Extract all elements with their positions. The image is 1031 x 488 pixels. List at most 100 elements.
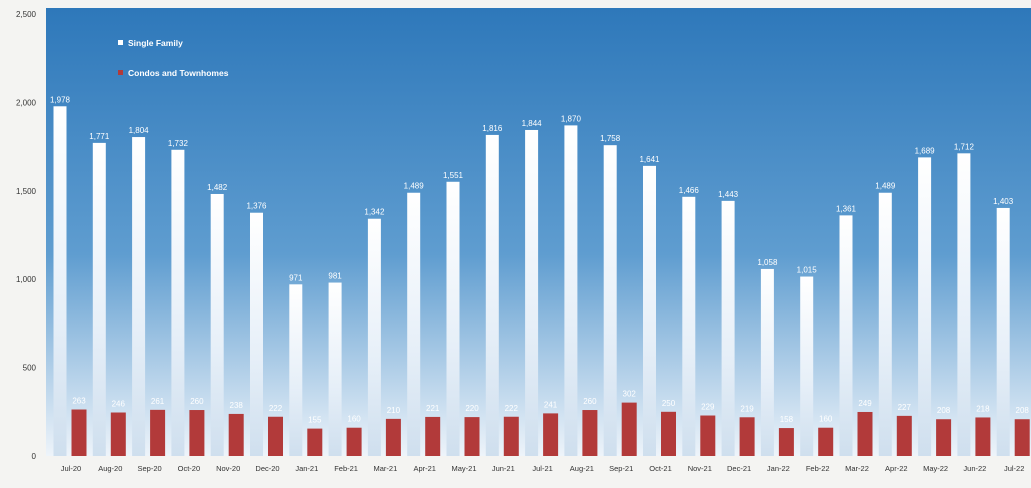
data-label-single-family: 1,443 [718,190,739,199]
x-tick-label: Dec-20 [255,464,279,473]
data-label-single-family: 981 [328,272,342,281]
x-tick-label: Nov-21 [688,464,712,473]
bar-condos-townhomes [385,418,401,456]
data-label-condos-townhomes: 246 [112,400,126,409]
legend-swatch-single-family [118,40,123,45]
bar-condos-townhomes [818,427,834,456]
bar-condos-townhomes [503,416,519,456]
y-tick-label: 0 [32,452,37,461]
bar-single-family [289,284,303,456]
y-tick-label: 1,500 [16,187,37,196]
bar-condos-townhomes [700,415,716,456]
x-tick-label: Oct-20 [178,464,201,473]
bar-condos-townhomes [150,409,166,456]
series-condos-townhomes [71,402,1030,456]
data-label-condos-townhomes: 210 [387,406,401,415]
data-label-condos-townhomes: 302 [623,390,637,399]
bar-single-family [996,207,1010,456]
bar-condos-townhomes [228,413,244,456]
data-label-single-family: 1,641 [639,155,660,164]
bar-single-family [603,145,617,456]
x-tick-label: Oct-21 [649,464,672,473]
data-label-condos-townhomes: 238 [230,401,244,410]
data-label-condos-townhomes: 222 [269,404,283,413]
data-label-single-family: 1,489 [875,182,896,191]
bar-single-family [171,149,185,456]
data-label-condos-townhomes: 250 [662,399,676,408]
x-tick-label: Nov-20 [216,464,240,473]
data-label-single-family: 1,361 [836,204,857,213]
bar-condos-townhomes [543,413,559,456]
bar-condos-townhomes [778,428,794,456]
series-single-family [53,106,1010,456]
bar-condos-townhomes [268,416,283,456]
bar-single-family [682,196,696,456]
y-tick-label: 2,500 [16,10,37,19]
bar-single-family [839,215,853,456]
x-tick-label: Sep-21 [609,464,633,473]
y-tick-label: 2,000 [16,98,37,107]
x-axis: Jul-20 Aug-20 Sep-20 Oct-20 Nov-20 Dec-20 Jan-… [61,464,1025,473]
legend: Single Family Condos and Townhomes [118,38,229,78]
bar-condos-townhomes [307,428,323,456]
data-label-single-family: 1,689 [915,146,936,155]
bar-condos-townhomes [621,402,637,456]
legend-label-single-family: Single Family [128,38,183,48]
data-label-condos-townhomes: 208 [937,406,951,415]
x-tick-label: Jun-21 [492,464,515,473]
x-tick-label: Feb-21 [334,464,358,473]
x-tick-label: Jul-20 [61,464,81,473]
data-label-single-family: 1,816 [482,124,503,133]
bar-condos-townhomes [739,417,755,456]
data-label-condos-townhomes: 208 [1016,406,1030,415]
bar-single-family [564,125,578,456]
data-label-condos-townhomes: 263 [72,397,86,406]
bar-single-family [957,153,971,456]
bar-condos-townhomes [857,411,873,456]
data-label-condos-townhomes: 229 [701,403,715,412]
bar-single-family [918,157,932,456]
x-tick-label: Jan-22 [767,464,790,473]
x-tick-label: Mar-21 [374,464,398,473]
x-tick-label: Jun-22 [963,464,986,473]
data-label-single-family: 1,844 [522,119,543,128]
data-label-single-family: 1,978 [50,95,71,104]
x-tick-label: May-21 [451,464,476,473]
data-label-single-family: 971 [289,273,303,282]
data-label-condos-townhomes: 260 [583,397,597,406]
bar-single-family [800,276,814,456]
bar-condos-townhomes [975,417,991,456]
bar-condos-townhomes [896,415,912,456]
data-label-condos-townhomes: 160 [347,415,361,424]
bar-condos-townhomes [464,417,480,456]
x-tick-label: Apr-21 [413,464,436,473]
data-label-single-family: 1,015 [797,266,818,275]
data-label-single-family: 1,758 [600,134,621,143]
y-tick-label: 500 [23,364,37,373]
data-label-single-family: 1,804 [129,126,150,135]
bar-single-family [53,106,67,456]
bar-single-family [92,142,106,456]
bar-condos-townhomes [1014,419,1030,456]
bar-condos-townhomes [936,419,952,456]
plot-area [46,8,1031,456]
data-label-single-family: 1,403 [993,197,1014,206]
data-label-condos-townhomes: 158 [780,415,794,424]
data-label-condos-townhomes: 260 [190,397,204,406]
data-label-single-family: 1,870 [561,114,582,123]
x-tick-label: May-22 [923,464,948,473]
x-tick-label: Dec-21 [727,464,751,473]
x-tick-label: Jul-21 [532,464,552,473]
data-label-single-family: 1,376 [246,202,267,211]
y-tick-label: 1,000 [16,275,37,284]
legend-swatch-condos-townhomes [118,70,123,75]
bar-single-family [328,282,342,456]
data-label-condos-townhomes: 160 [819,415,833,424]
x-tick-label: Aug-20 [98,464,122,473]
bar-single-family [643,165,656,456]
bar-single-family [878,192,892,456]
data-label-condos-townhomes: 221 [426,404,440,413]
legend-label-condos-townhomes: Condos and Townhomes [128,68,229,78]
data-label-single-family: 1,489 [404,182,425,191]
